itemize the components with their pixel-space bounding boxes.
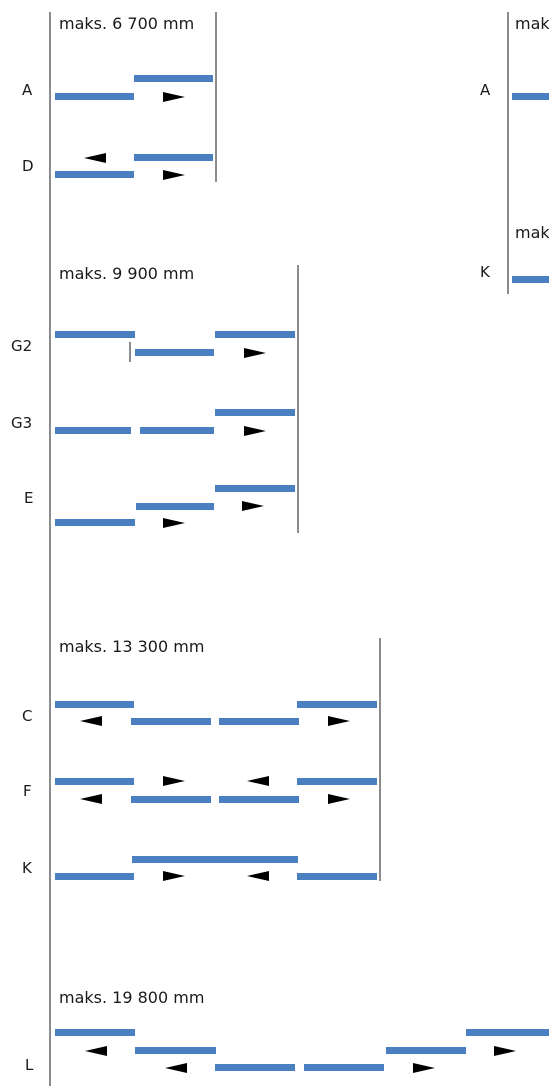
row-a: A	[480, 81, 549, 100]
rail-segment	[134, 75, 213, 82]
slide-left-arrow-icon	[80, 716, 122, 726]
rail-segment	[215, 409, 295, 416]
rail-segment	[215, 1064, 295, 1071]
rail-segment	[55, 1029, 135, 1036]
section-max-13300: maks. 13 300 mm C F K	[22, 637, 381, 881]
row-label: F	[23, 782, 32, 800]
rail-segment	[55, 93, 134, 100]
slide-right-arrow-icon	[143, 170, 185, 180]
rail-segment	[304, 1064, 384, 1071]
slide-left-arrow-icon	[247, 871, 289, 881]
rail-segment	[136, 503, 214, 510]
row-k: K	[480, 263, 549, 283]
max-length-label: maks. 13 300 mm	[59, 637, 204, 656]
rail-segment	[55, 701, 134, 708]
rail-segment	[140, 427, 214, 434]
slide-right-arrow-icon	[308, 716, 350, 726]
row-label: K	[480, 263, 491, 281]
rail-segment	[135, 1047, 216, 1054]
rail-segment	[512, 276, 549, 283]
rail-segment	[131, 718, 211, 725]
slide-right-arrow-icon	[224, 426, 266, 436]
row-g2: G2	[11, 331, 295, 362]
rail-segment	[55, 331, 135, 338]
section-max-19800: maks. 19 800 mm L	[25, 988, 549, 1074]
rail-segment	[131, 796, 211, 803]
row-label: C	[22, 707, 32, 725]
rail-segment	[55, 778, 134, 785]
max-length-label: maks. 9 900 mm	[59, 264, 194, 283]
row-g3: G3	[11, 409, 295, 436]
right-section-top: mak A	[480, 14, 549, 100]
row-label: A	[22, 81, 33, 99]
rail-segment	[134, 154, 213, 161]
row-a: A	[22, 75, 213, 102]
slide-right-arrow-icon	[393, 1063, 435, 1073]
row-label: A	[480, 81, 491, 99]
slide-left-arrow-icon	[84, 153, 126, 163]
rail-segment	[55, 873, 134, 880]
slide-left-arrow-icon	[80, 794, 122, 804]
rail-segment	[55, 519, 135, 526]
rail-segment	[466, 1029, 549, 1036]
slide-left-arrow-icon	[247, 776, 289, 786]
rail-segment	[132, 856, 298, 863]
section-max-9900: maks. 9 900 mm G2 G3 E	[11, 264, 299, 533]
rail-segment	[512, 93, 549, 100]
rail-segment	[215, 331, 295, 338]
max-length-label: maks. 19 800 mm	[59, 988, 204, 1007]
row-e: E	[24, 485, 295, 528]
max-length-label: mak	[515, 14, 549, 33]
slide-right-arrow-icon	[143, 776, 185, 786]
slide-right-arrow-icon	[143, 871, 185, 881]
rail-segment	[297, 701, 377, 708]
rail-segment	[55, 171, 134, 178]
rail-segment	[215, 485, 295, 492]
row-label: E	[24, 489, 33, 507]
right-section-bottom: mak K	[480, 223, 549, 283]
slide-right-arrow-icon	[224, 348, 266, 358]
slide-right-arrow-icon	[222, 501, 264, 511]
row-d: D	[22, 153, 213, 180]
rail-segment	[219, 718, 299, 725]
row-label: G2	[11, 337, 32, 355]
slide-left-arrow-icon	[165, 1063, 207, 1073]
row-label: L	[25, 1056, 34, 1074]
rail-segment	[386, 1047, 466, 1054]
row-label: K	[22, 859, 33, 877]
slide-right-arrow-icon	[308, 794, 350, 804]
row-k: K	[22, 856, 377, 881]
row-label: G3	[11, 414, 32, 432]
row-l: L	[25, 1029, 549, 1074]
rail-segment	[297, 873, 377, 880]
rail-segment	[297, 778, 377, 785]
max-length-label: maks. 6 700 mm	[59, 14, 194, 33]
slide-right-arrow-icon	[143, 92, 185, 102]
section-max-6700: maks. 6 700 mm A D	[22, 12, 217, 182]
slide-right-arrow-icon	[474, 1046, 516, 1056]
max-length-label: mak	[515, 223, 549, 242]
rail-segment	[135, 349, 214, 356]
row-f: F	[23, 776, 377, 804]
slide-left-arrow-icon	[85, 1046, 127, 1056]
row-c: C	[22, 701, 377, 726]
row-label: D	[22, 157, 34, 175]
slide-right-arrow-icon	[143, 518, 185, 528]
rail-segment	[219, 796, 299, 803]
rail-segment	[55, 427, 131, 434]
